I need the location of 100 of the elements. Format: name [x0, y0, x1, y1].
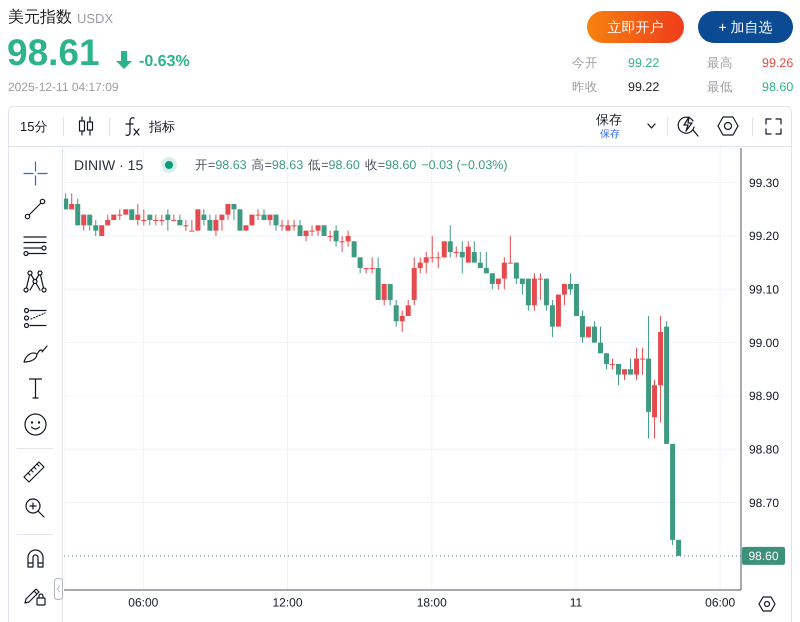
candlestick: [147, 214, 152, 226]
y-tick-label: 98.80: [749, 442, 780, 456]
text: 最高: [707, 56, 733, 71]
candlestick: [334, 224, 339, 248]
candlestick: [454, 246, 459, 258]
candlestick: [400, 310, 405, 332]
y-tick-label: 98.90: [749, 389, 780, 404]
x-tick-label: 06:00: [705, 596, 736, 610]
text: 99.26: [762, 56, 794, 71]
text: 99.22: [628, 56, 660, 71]
candlestick: [69, 192, 74, 210]
candlestick: [616, 363, 622, 386]
annotation: 98.60: [385, 158, 416, 173]
candlestick: [346, 230, 351, 248]
annotation: 高=: [252, 158, 272, 173]
candlestick: [580, 310, 585, 344]
text: + 加自选: [718, 18, 773, 36]
candlestick: [610, 358, 616, 370]
text: 指标: [149, 119, 175, 135]
x-tick-label: 11: [570, 596, 583, 610]
candlestick: [141, 208, 146, 226]
text: 立即开户: [608, 18, 664, 36]
candlestick: [628, 358, 634, 376]
x-tick-label: 06:00: [128, 596, 159, 610]
candlestick: [340, 235, 345, 252]
candlestick: [448, 224, 453, 258]
candlestick: [562, 283, 567, 306]
candlestick: [382, 283, 387, 306]
candlestick: [328, 230, 333, 242]
candlestick: [105, 214, 110, 226]
text: 2025-12-11 04:17:09: [8, 80, 119, 94]
candlestick: [87, 214, 92, 232]
y-tick-label: 99.20: [749, 229, 780, 244]
x-tick-label: 18:00: [416, 596, 448, 610]
candlestick: [550, 299, 555, 338]
text: 99.22: [628, 80, 660, 95]
y-tick-label: 99.00: [749, 336, 780, 350]
y-tick-label: 98.70: [749, 496, 780, 510]
candlestick: [207, 214, 212, 232]
candlestick: [442, 240, 447, 258]
candlestick: [406, 299, 411, 316]
candlestick: [64, 192, 68, 210]
candlestick: [219, 214, 224, 232]
text: 今开: [572, 56, 598, 71]
candlestick: [225, 203, 230, 220]
candlestick: [81, 214, 86, 232]
text: 98.60: [762, 80, 794, 95]
candlestick: [213, 214, 218, 236]
candlestick: [352, 240, 357, 258]
candlestick: [274, 214, 279, 232]
ref-line-label: 98.60: [748, 549, 779, 564]
candlestick: [171, 214, 176, 221]
candlestick: [514, 262, 519, 284]
text: 保存: [600, 129, 620, 141]
text: 98.61: [7, 32, 100, 73]
chart-title: 美元指数: [8, 8, 72, 28]
candlestick: [496, 278, 501, 290]
candlestick: [298, 219, 303, 236]
candlestick: [189, 219, 194, 232]
text: -0.63%: [139, 53, 190, 71]
text: 15分: [20, 119, 48, 135]
candlestick: [388, 283, 393, 306]
text: 最低: [707, 80, 733, 95]
y-tick-label: 99.10: [749, 282, 780, 297]
annotation: 开=: [195, 158, 216, 173]
text: 保存: [596, 112, 622, 128]
annotation: DINIW · 15: [74, 156, 144, 174]
candlestick: [183, 219, 188, 232]
candlestick: [490, 272, 495, 290]
annotation: 98.60: [328, 158, 360, 173]
candlestick: [261, 208, 266, 220]
candlestick: [604, 352, 609, 370]
y-tick-label: 99.30: [749, 176, 780, 190]
candlestick: [592, 320, 597, 344]
candlestick: [484, 251, 489, 274]
candlestick: [358, 256, 363, 274]
candlestick: [598, 326, 603, 354]
x-tick-label: 12:00: [272, 596, 303, 610]
candlestick: [75, 198, 80, 226]
candlestick: [466, 240, 471, 264]
candlestick: [165, 208, 170, 232]
candlestick: [472, 240, 477, 264]
annotation: −0.03 (−0.03%): [421, 158, 508, 173]
candlestick: [586, 326, 591, 338]
chart-subtitle: USDX: [77, 11, 114, 27]
annotation: 低=: [308, 158, 328, 173]
candlestick: [394, 299, 399, 328]
candlestick: [93, 219, 98, 236]
candlestick: [478, 251, 483, 268]
candlestick: [135, 203, 140, 226]
candlestick: [201, 208, 206, 226]
candlestick: [460, 240, 465, 274]
annotation: 98.63: [272, 158, 304, 173]
candlestick: [177, 214, 182, 226]
annotation: 98.63: [215, 158, 247, 173]
candlestick: [268, 214, 272, 226]
text: 昨收: [572, 80, 598, 95]
candlestick: [418, 256, 423, 274]
annotation: 收=: [364, 158, 386, 173]
candlestick: [231, 203, 236, 220]
